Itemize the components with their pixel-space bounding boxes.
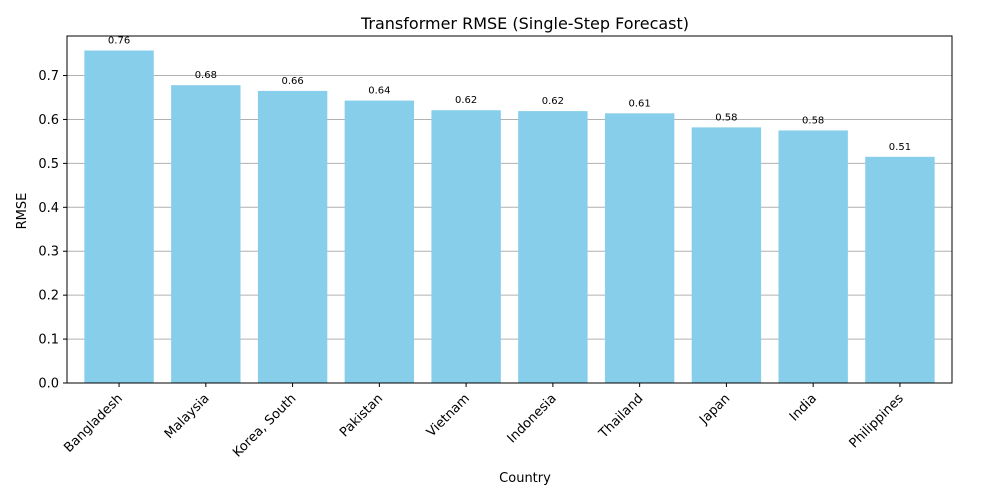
bar-thailand — [604, 113, 675, 383]
bars-layer — [84, 50, 935, 384]
bar-value-label: 0.66 — [281, 76, 303, 87]
x-tick-label: India — [787, 391, 820, 424]
axes-layer — [63, 35, 953, 387]
bar-value-label: 0.76 — [108, 35, 130, 46]
bar-india — [778, 130, 848, 383]
bar-bangladesh — [84, 50, 154, 384]
bar-value-label: 0.58 — [802, 115, 824, 126]
plot-frame — [66, 35, 953, 384]
bar-value-label: 0.62 — [542, 96, 564, 107]
x-tick-label: Malaysia — [162, 391, 213, 442]
y-tick-label: 0.0 — [38, 377, 59, 392]
x-tick-label: Thailand — [596, 391, 647, 442]
y-tick-label: 0.7 — [38, 69, 59, 84]
bar-philippines — [865, 156, 935, 383]
y-axis-label: RMSE — [15, 193, 30, 230]
bar-vietnam — [431, 110, 501, 384]
x-tick-label: Pakistan — [337, 391, 386, 440]
y-tick-label: 0.1 — [38, 333, 59, 348]
bar-korea-south — [257, 90, 328, 383]
y-tick-label: 0.2 — [38, 289, 59, 304]
bar-value-label: 0.68 — [195, 70, 217, 81]
bar-value-label: 0.62 — [455, 95, 477, 106]
bar-value-label: 0.61 — [629, 98, 651, 109]
chart-title: Transformer RMSE (Single-Step Forecast) — [360, 14, 689, 33]
bar-malaysia — [171, 85, 241, 383]
x-tick-label: Bangladesh — [61, 391, 126, 456]
bar-value-label: 0.64 — [368, 86, 390, 97]
x-axis-label: Country — [499, 471, 551, 486]
bar-value-label: 0.51 — [889, 142, 911, 153]
y-tick-label: 0.5 — [38, 157, 59, 172]
bar-indonesia — [518, 111, 588, 383]
bar-pakistan — [344, 100, 415, 383]
x-tick-label: Indonesia — [505, 391, 560, 446]
x-tick-label: Japan — [696, 391, 733, 428]
x-tick-label: Vietnam — [424, 391, 473, 440]
bar-value-label: 0.58 — [715, 112, 737, 123]
x-tick-label: Korea, South — [230, 391, 299, 460]
bar-japan — [691, 127, 762, 383]
x-tick-label: Philippines — [847, 391, 907, 451]
y-tick-label: 0.4 — [38, 201, 59, 216]
y-tick-label: 0.3 — [38, 245, 59, 260]
y-tick-label: 0.6 — [38, 113, 59, 128]
